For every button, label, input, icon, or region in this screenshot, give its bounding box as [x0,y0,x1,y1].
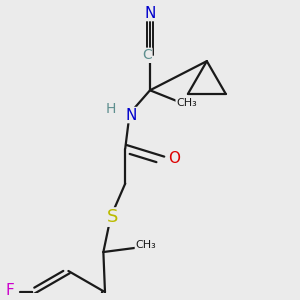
Text: N: N [144,5,156,20]
Text: CH₃: CH₃ [135,240,156,250]
Text: N: N [125,108,137,123]
Text: F: F [6,283,14,298]
Text: CH₃: CH₃ [176,98,197,108]
Text: C: C [142,48,152,62]
Text: O: O [168,151,180,166]
Text: H: H [106,102,116,116]
Text: S: S [106,208,118,226]
